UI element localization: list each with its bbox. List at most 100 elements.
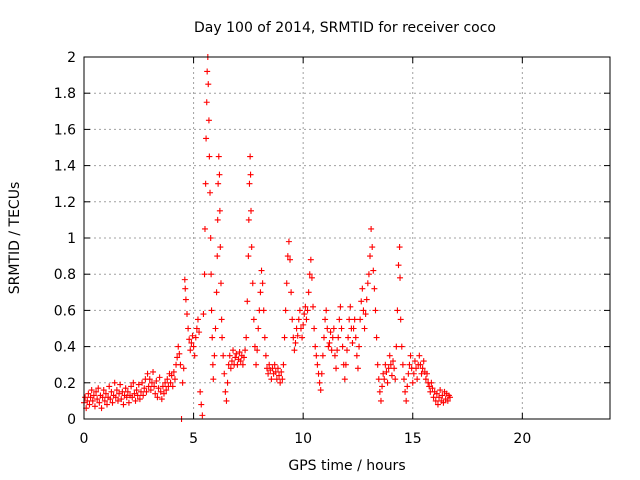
data-point — [193, 325, 200, 332]
data-point — [328, 347, 335, 354]
data-point — [295, 316, 302, 323]
data-point — [84, 397, 91, 404]
data-point — [148, 379, 155, 386]
data-point — [156, 374, 163, 381]
data-point — [411, 358, 418, 365]
data-point — [163, 387, 170, 394]
data-point — [194, 316, 201, 323]
data-point — [430, 394, 437, 401]
data-point — [237, 358, 244, 365]
data-point — [243, 334, 250, 341]
data-point — [376, 388, 383, 395]
data-point — [206, 153, 213, 160]
data-points — [81, 54, 454, 422]
data-point — [217, 280, 224, 287]
data-point — [257, 289, 264, 296]
data-point — [91, 403, 98, 410]
data-point — [289, 316, 296, 323]
data-point — [379, 383, 386, 390]
data-point — [159, 383, 166, 390]
data-point — [390, 358, 397, 365]
x-tick-label: 10 — [294, 431, 312, 447]
data-point — [291, 347, 298, 354]
data-point — [294, 332, 301, 339]
data-point — [300, 321, 307, 328]
y-tick-label: 1.4 — [54, 159, 76, 175]
data-point — [102, 390, 109, 397]
data-point — [329, 334, 336, 341]
data-point — [306, 271, 313, 278]
data-point — [112, 394, 119, 401]
data-point — [271, 361, 278, 368]
y-tick-label: 1 — [67, 231, 76, 247]
data-point — [248, 207, 255, 214]
data-point — [301, 311, 308, 318]
data-point — [397, 316, 404, 323]
data-point — [141, 385, 148, 392]
data-point — [393, 343, 400, 350]
data-point — [266, 361, 273, 368]
data-point — [354, 365, 361, 372]
data-point — [227, 365, 234, 372]
data-point — [182, 296, 189, 303]
data-point — [95, 385, 102, 392]
data-point — [234, 361, 241, 368]
data-point — [203, 135, 210, 142]
data-point — [209, 334, 216, 341]
grid-lines — [84, 57, 610, 419]
data-point — [118, 396, 125, 403]
data-point — [170, 368, 177, 375]
data-point — [249, 280, 256, 287]
data-point — [428, 379, 435, 386]
data-point — [120, 401, 127, 408]
data-point — [107, 396, 114, 403]
data-point — [364, 280, 371, 287]
data-point — [418, 370, 425, 377]
data-point — [432, 397, 439, 404]
data-point — [417, 361, 424, 368]
data-point — [208, 307, 215, 314]
data-point — [122, 385, 129, 392]
data-point — [416, 352, 423, 359]
data-point — [437, 387, 444, 394]
data-point — [239, 361, 246, 368]
data-point — [305, 289, 312, 296]
data-point — [104, 401, 111, 408]
data-point — [124, 388, 131, 395]
data-point — [308, 274, 315, 281]
data-point — [254, 347, 261, 354]
data-point — [135, 381, 142, 388]
y-tick-label: 0.4 — [54, 340, 76, 356]
data-point — [369, 244, 376, 251]
data-point — [356, 343, 363, 350]
data-point — [272, 368, 279, 375]
data-point — [216, 171, 223, 178]
data-point — [288, 289, 295, 296]
data-point — [85, 390, 92, 397]
data-point — [396, 244, 403, 251]
data-point — [154, 394, 161, 401]
data-point — [387, 361, 394, 368]
data-point — [214, 253, 221, 260]
data-point — [439, 392, 446, 399]
data-point — [99, 394, 106, 401]
data-point — [230, 347, 237, 354]
data-point — [282, 307, 289, 314]
y-tick-label: 0 — [67, 412, 76, 428]
data-point — [317, 387, 324, 394]
data-point — [116, 390, 123, 397]
data-point — [202, 180, 209, 187]
data-point — [200, 311, 207, 318]
data-point — [187, 347, 194, 354]
data-point — [198, 401, 205, 408]
data-point — [247, 171, 254, 178]
data-point — [297, 325, 304, 332]
data-point — [87, 394, 94, 401]
data-point — [350, 325, 357, 332]
data-point — [361, 325, 368, 332]
data-point — [310, 303, 317, 310]
data-point — [147, 387, 154, 394]
data-point — [264, 365, 271, 372]
data-point — [407, 352, 414, 359]
data-point — [164, 376, 171, 383]
